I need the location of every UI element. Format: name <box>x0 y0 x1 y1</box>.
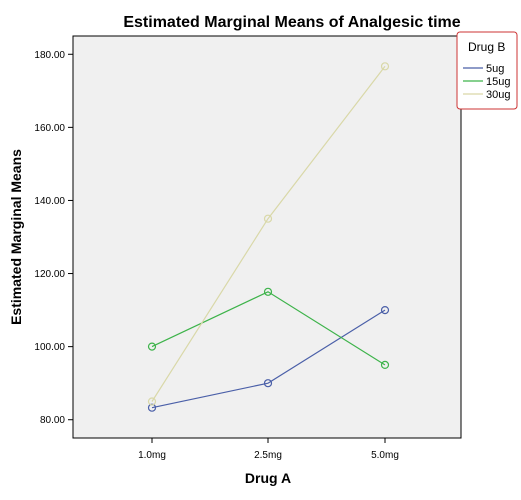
series-layer <box>147 62 390 412</box>
y-tick-label: 160.00 <box>34 123 65 134</box>
y-tick-label: 80.00 <box>40 415 65 426</box>
data-point <box>263 287 273 296</box>
data-point <box>147 397 157 406</box>
data-point <box>263 214 273 223</box>
legend-label: 30ug <box>486 89 510 101</box>
x-axis-title: Drug A <box>245 470 291 486</box>
legend-title: Drug B <box>468 40 505 54</box>
series-30ug <box>147 62 390 406</box>
data-point <box>380 62 390 71</box>
x-tick-label: 2.5mg <box>254 450 282 461</box>
legend-label: 15ug <box>486 76 510 88</box>
series-5ug <box>147 306 390 412</box>
plot-area <box>72 35 462 439</box>
y-tick-label: 140.00 <box>34 196 65 207</box>
y-axis: 80.00 100.00 120.00 140.00 160.00 180.00 <box>34 50 73 426</box>
legend-box <box>456 31 518 110</box>
x-tick-label: 5.0mg <box>371 450 399 461</box>
data-point <box>263 379 273 388</box>
y-axis-title: Estimated Marginal Means <box>8 149 24 325</box>
x-tick-label: 1.0mg <box>138 450 166 461</box>
series-line <box>151 309 386 409</box>
chart-title: Estimated Marginal Means of Analgesic ti… <box>123 14 460 31</box>
y-tick-label: 180.00 <box>34 50 65 61</box>
x-axis: 1.0mg 2.5mg 5.0mg <box>138 438 399 461</box>
series-line <box>151 291 386 366</box>
data-point <box>380 306 390 315</box>
data-point <box>380 360 390 369</box>
data-point <box>147 403 157 412</box>
y-tick-label: 120.00 <box>34 269 65 280</box>
series-line <box>151 65 386 402</box>
y-tick-label: 100.00 <box>34 342 65 353</box>
data-point <box>147 342 157 351</box>
legend-label: 5ug <box>486 63 504 75</box>
series-15ug <box>147 287 390 369</box>
